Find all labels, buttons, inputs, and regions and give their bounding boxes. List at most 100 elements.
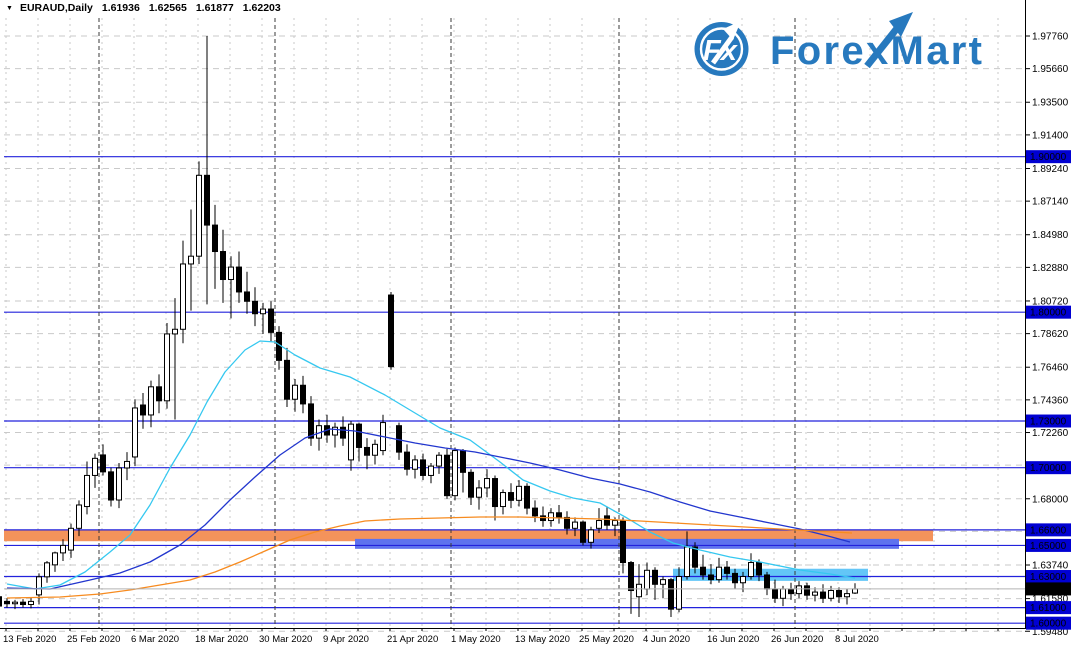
bull-candle bbox=[116, 467, 122, 501]
price-level-badge bbox=[1026, 538, 1071, 552]
price-level-badge bbox=[1026, 414, 1071, 428]
y-axis-label: 1.74360 bbox=[1032, 395, 1069, 406]
bear-candle bbox=[836, 590, 842, 598]
bear-candle bbox=[420, 459, 426, 476]
bear-candle bbox=[692, 546, 698, 568]
bear-candle bbox=[524, 485, 530, 509]
bear-candle bbox=[756, 562, 762, 576]
quote-high: 1.62565 bbox=[148, 2, 187, 14]
y-axis-label: 1.80720 bbox=[1032, 296, 1069, 307]
bear-candle bbox=[508, 492, 514, 501]
price-level-badge bbox=[1026, 305, 1071, 319]
bull-candle bbox=[748, 562, 754, 578]
brand-arrowhead-icon bbox=[889, 12, 913, 37]
bull-candle bbox=[12, 601, 18, 605]
bull-candle bbox=[676, 576, 682, 610]
grid-layer bbox=[4, 18, 1025, 632]
bear-candle bbox=[140, 404, 146, 416]
bear-candle bbox=[492, 478, 498, 508]
bull-candle bbox=[596, 520, 602, 529]
price-level-badge bbox=[1026, 570, 1071, 584]
x-axis-label: 4 Jun 2020 bbox=[643, 634, 690, 645]
y-axis-label: 1.89240 bbox=[1032, 164, 1069, 175]
bull-candle bbox=[52, 552, 58, 566]
bull-candle bbox=[660, 579, 666, 585]
y-axis: 1.97760 1.95660 1.93500 1.91400 1.89240 1.871… bbox=[1025, 32, 1069, 638]
y-axis-label: 1.63740 bbox=[1032, 561, 1069, 572]
forexmart-logo: Fx ForexMart bbox=[694, 12, 982, 76]
bear-candle bbox=[220, 251, 226, 281]
y-axis-label: 1.95660 bbox=[1032, 64, 1069, 75]
y-axis-label: 1.76460 bbox=[1032, 363, 1069, 374]
x-axis-label: 26 Jun 2020 bbox=[771, 634, 823, 645]
bull-candle bbox=[516, 485, 522, 501]
candles-layer bbox=[0, 36, 858, 617]
bull-candle bbox=[548, 512, 554, 522]
bull-candle bbox=[740, 576, 746, 584]
bear-candle bbox=[4, 600, 10, 605]
x-axis: 13 Feb 2020 25 Feb 2020 6 Mar 2020 18 Mar 2… bbox=[3, 628, 999, 645]
bear-candle bbox=[212, 224, 218, 253]
x-axis-label: 9 Apr 2020 bbox=[323, 634, 369, 645]
bull-candle bbox=[828, 590, 834, 599]
symbol-dropdown-icon[interactable]: ▼ bbox=[6, 4, 13, 12]
price-level-badge bbox=[1026, 616, 1071, 630]
y-axis-label: 1.72260 bbox=[1032, 428, 1069, 439]
bear-candle bbox=[700, 566, 706, 576]
symbol-period-label: EURAUD,Daily bbox=[19, 2, 93, 14]
bull-candle bbox=[716, 566, 722, 581]
bull-candle bbox=[452, 450, 458, 497]
bull-candle bbox=[148, 386, 154, 416]
price-badge-label: 1.80000 bbox=[1030, 308, 1067, 319]
y-axis-label: 1.97760 bbox=[1032, 32, 1069, 43]
price-badge-label: 1.60000 bbox=[1030, 619, 1067, 630]
bear-candle bbox=[668, 579, 674, 610]
quote-low: 1.61877 bbox=[195, 2, 234, 14]
bear-candle bbox=[156, 386, 162, 402]
blue-resistance-zone bbox=[355, 538, 899, 549]
x-axis-label: 8 Jul 2020 bbox=[835, 634, 879, 645]
bull-candle bbox=[812, 591, 818, 596]
bull-candle bbox=[572, 521, 578, 529]
bull-candle bbox=[412, 459, 418, 470]
bull-candle bbox=[292, 384, 298, 400]
fast-ma-cyan bbox=[6, 340, 856, 590]
price-badges: 1.90000 1.80000 1.73000 1.70000 1.66000 1.650… bbox=[1026, 150, 1071, 630]
price-badge-label: 1.63000 bbox=[1030, 572, 1067, 583]
y-axis-label: 1.87140 bbox=[1032, 197, 1069, 208]
bull-candle bbox=[476, 487, 482, 498]
x-axis-label: 25 May 2020 bbox=[579, 634, 634, 645]
bull-candle bbox=[780, 588, 786, 599]
bull-candle bbox=[60, 544, 66, 554]
x-axis-label: 16 Jun 2020 bbox=[707, 634, 759, 645]
bear-candle bbox=[340, 426, 346, 439]
bear-candle bbox=[388, 294, 394, 368]
bear-candle bbox=[444, 454, 450, 497]
bear-candle bbox=[204, 174, 210, 226]
bear-candle bbox=[0, 596, 2, 607]
y-axis-label: 1.93500 bbox=[1032, 98, 1069, 109]
bull-candle bbox=[348, 423, 354, 461]
bear-candle bbox=[460, 450, 466, 473]
bear-candle bbox=[308, 403, 314, 439]
price-level-badge bbox=[1026, 523, 1071, 537]
bear-candle bbox=[764, 574, 770, 590]
x-axis-label: 30 Mar 2020 bbox=[259, 634, 312, 645]
bull-candle bbox=[172, 328, 178, 335]
quote-close: 1.62203 bbox=[242, 2, 281, 14]
bear-candle bbox=[108, 471, 114, 501]
bull-candle bbox=[588, 529, 594, 543]
bear-candle bbox=[300, 384, 306, 405]
bear-candle bbox=[268, 308, 274, 333]
x-axis-label: 18 Mar 2020 bbox=[195, 634, 248, 645]
bull-candle bbox=[132, 407, 138, 458]
price-badge-label: 1.90000 bbox=[1030, 152, 1067, 163]
bull-candle bbox=[188, 255, 194, 265]
bear-candle bbox=[468, 471, 474, 498]
bull-candle bbox=[228, 266, 234, 281]
bull-candle bbox=[852, 588, 858, 594]
bear-candle bbox=[724, 566, 730, 574]
bear-candle bbox=[732, 572, 738, 584]
price-badge-label: 1.62203 bbox=[1030, 584, 1067, 595]
